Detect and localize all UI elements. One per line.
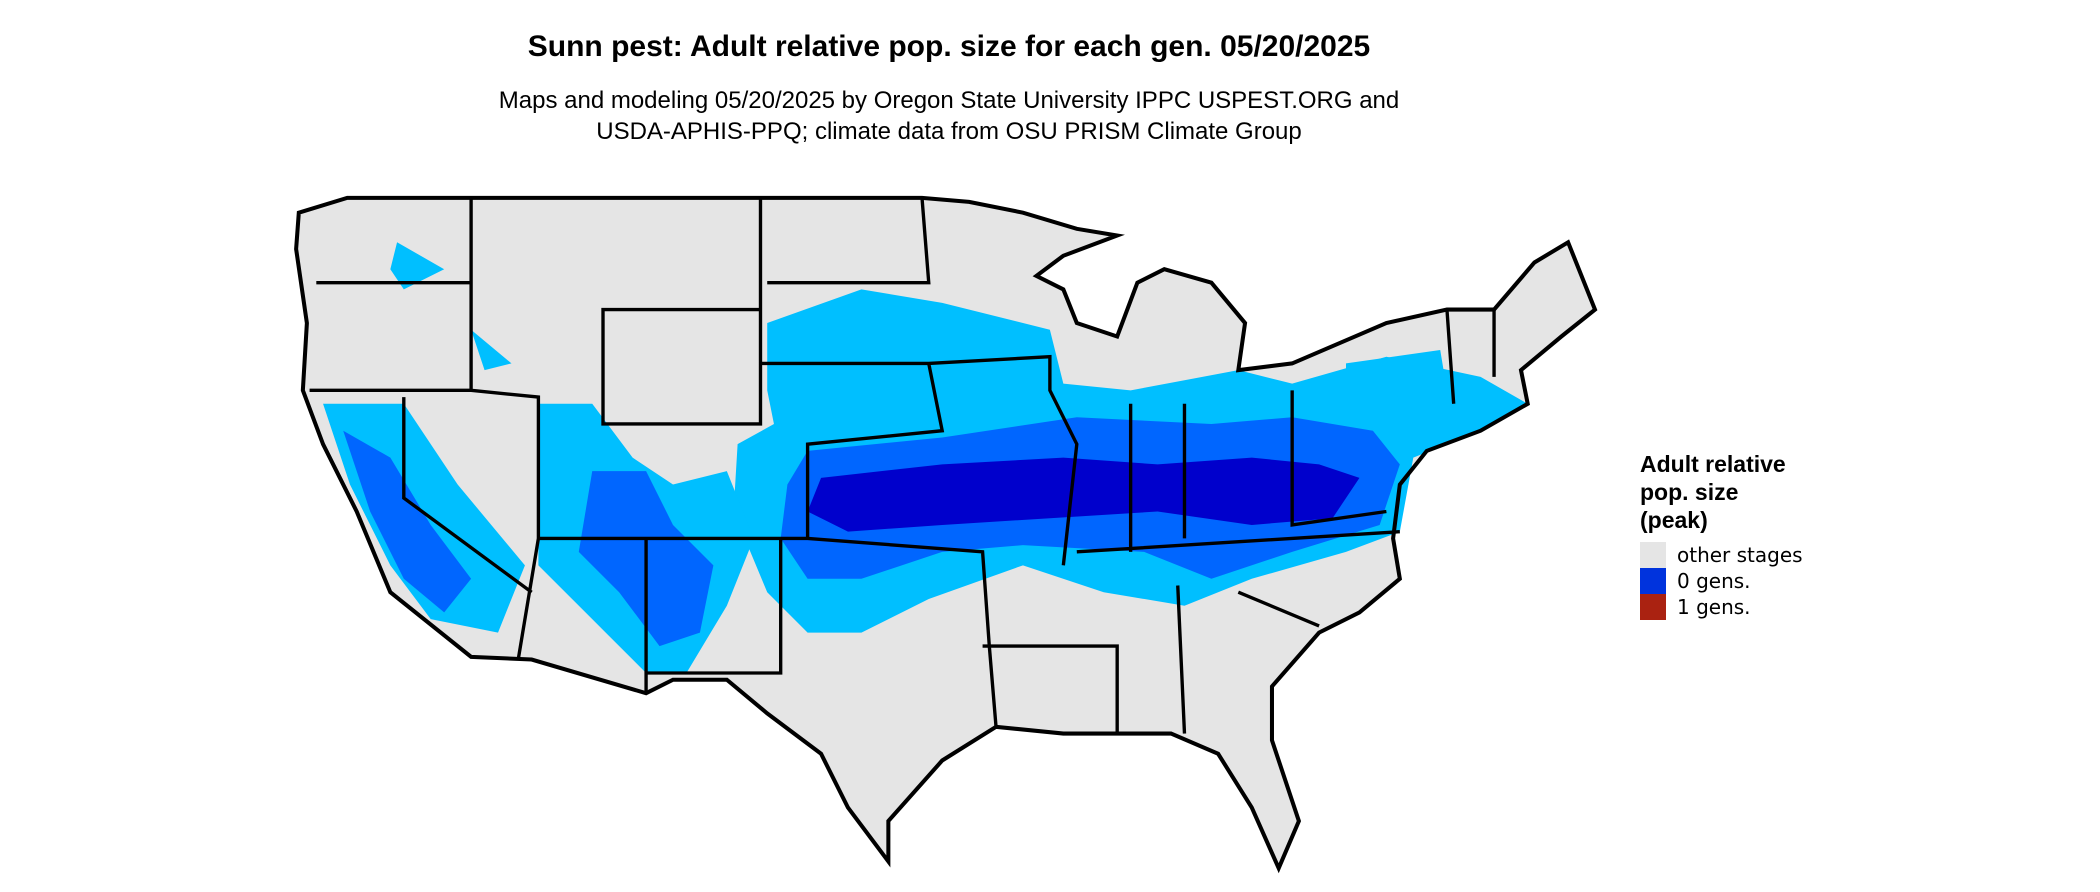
legend-swatch: [1640, 594, 1666, 620]
legend-swatch: [1640, 542, 1666, 568]
us-map: [294, 195, 1598, 874]
legend-label: 1 gens.: [1677, 595, 1751, 619]
legend-title: Adult relative: [1640, 451, 1786, 477]
us-outline-stroke: [294, 195, 1598, 874]
state-borders: [309, 197, 1496, 734]
subtitle: Maps and modeling 05/20/2025 by Oregon S…: [499, 87, 1399, 114]
legend-title: pop. size: [1640, 479, 1738, 505]
legend-label: other stages: [1677, 543, 1803, 567]
legend-label: 0 gens.: [1677, 569, 1751, 593]
map-title: Sunn pest: Adult relative pop. size for …: [528, 30, 1370, 63]
legend-title: (peak): [1640, 507, 1708, 533]
subtitle: USDA-APHIS-PPQ; climate data from OSU PR…: [596, 118, 1302, 145]
legend: Adult relative pop. size (peak) other st…: [1640, 451, 1803, 620]
legend-swatch: [1640, 568, 1666, 594]
